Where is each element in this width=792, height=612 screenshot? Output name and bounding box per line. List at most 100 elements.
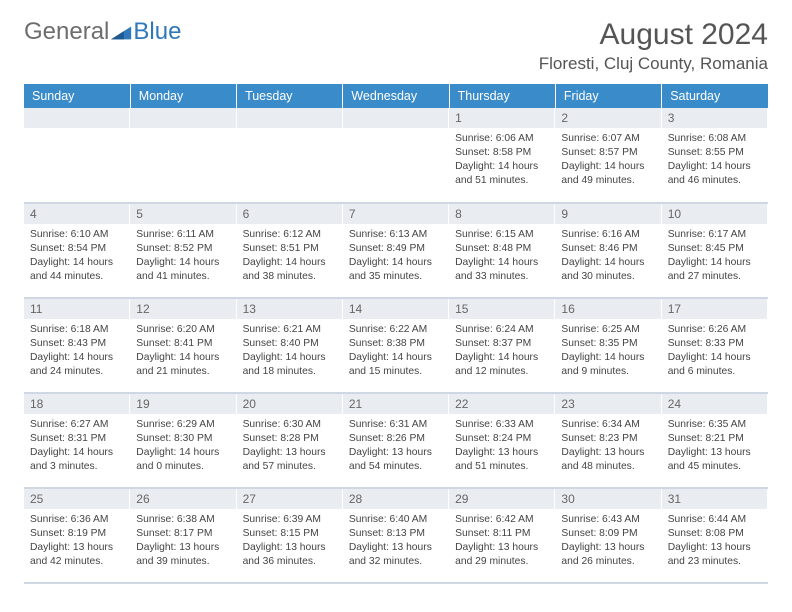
cell-body: Sunrise: 6:20 AMSunset: 8:41 PMDaylight:… — [130, 319, 236, 385]
day-number: 7 — [343, 204, 449, 224]
calendar-row: 4Sunrise: 6:10 AMSunset: 8:54 PMDaylight… — [24, 203, 768, 298]
weekday-header: Saturday — [662, 84, 768, 108]
sunrise-text: Sunrise: 6:27 AM — [30, 418, 124, 432]
calendar-cell: 22Sunrise: 6:33 AMSunset: 8:24 PMDayligh… — [449, 393, 555, 488]
calendar-cell: 15Sunrise: 6:24 AMSunset: 8:37 PMDayligh… — [449, 298, 555, 393]
sunset-text: Sunset: 8:35 PM — [561, 337, 655, 351]
sunset-text: Sunset: 8:11 PM — [455, 527, 549, 541]
calendar-row: 18Sunrise: 6:27 AMSunset: 8:31 PMDayligh… — [24, 393, 768, 488]
daylight-text: Daylight: 13 hours and 23 minutes. — [668, 541, 762, 569]
cell-body: Sunrise: 6:10 AMSunset: 8:54 PMDaylight:… — [24, 224, 130, 290]
sunrise-text: Sunrise: 6:10 AM — [30, 228, 124, 242]
cell-body: Sunrise: 6:29 AMSunset: 8:30 PMDaylight:… — [130, 414, 236, 480]
cell-body: Sunrise: 6:21 AMSunset: 8:40 PMDaylight:… — [237, 319, 343, 385]
daylight-text: Daylight: 13 hours and 45 minutes. — [668, 446, 762, 474]
daylight-text: Daylight: 14 hours and 15 minutes. — [349, 351, 443, 379]
day-number: 10 — [662, 204, 768, 224]
calendar-cell: 7Sunrise: 6:13 AMSunset: 8:49 PMDaylight… — [343, 203, 449, 298]
daylight-text: Daylight: 14 hours and 6 minutes. — [668, 351, 762, 379]
day-number: 13 — [237, 299, 343, 319]
day-number: 27 — [237, 489, 343, 509]
calendar-cell: 30Sunrise: 6:43 AMSunset: 8:09 PMDayligh… — [555, 488, 661, 583]
day-number — [237, 108, 343, 128]
calendar-cell: 9Sunrise: 6:16 AMSunset: 8:46 PMDaylight… — [555, 203, 661, 298]
day-number: 23 — [555, 394, 661, 414]
daylight-text: Daylight: 13 hours and 48 minutes. — [561, 446, 655, 474]
calendar-cell: 20Sunrise: 6:30 AMSunset: 8:28 PMDayligh… — [237, 393, 343, 488]
cell-body: Sunrise: 6:34 AMSunset: 8:23 PMDaylight:… — [555, 414, 661, 480]
sunset-text: Sunset: 8:33 PM — [668, 337, 762, 351]
day-number: 24 — [662, 394, 768, 414]
day-number: 25 — [24, 489, 130, 509]
cell-body: Sunrise: 6:40 AMSunset: 8:13 PMDaylight:… — [343, 509, 449, 575]
calendar-cell: 13Sunrise: 6:21 AMSunset: 8:40 PMDayligh… — [237, 298, 343, 393]
cell-body: Sunrise: 6:06 AMSunset: 8:58 PMDaylight:… — [449, 128, 555, 194]
daylight-text: Daylight: 13 hours and 32 minutes. — [349, 541, 443, 569]
sunrise-text: Sunrise: 6:06 AM — [455, 132, 549, 146]
sunset-text: Sunset: 8:13 PM — [349, 527, 443, 541]
day-number: 31 — [662, 489, 768, 509]
daylight-text: Daylight: 14 hours and 12 minutes. — [455, 351, 549, 379]
sunrise-text: Sunrise: 6:33 AM — [455, 418, 549, 432]
calendar-body: 1Sunrise: 6:06 AMSunset: 8:58 PMDaylight… — [24, 108, 768, 583]
sunset-text: Sunset: 8:37 PM — [455, 337, 549, 351]
sunrise-text: Sunrise: 6:21 AM — [243, 323, 337, 337]
sunset-text: Sunset: 8:23 PM — [561, 432, 655, 446]
page-header: General Blue August 2024 Floresti, Cluj … — [24, 18, 768, 74]
day-number: 8 — [449, 204, 555, 224]
calendar-cell: 26Sunrise: 6:38 AMSunset: 8:17 PMDayligh… — [130, 488, 236, 583]
sunset-text: Sunset: 8:30 PM — [136, 432, 230, 446]
calendar-cell: 11Sunrise: 6:18 AMSunset: 8:43 PMDayligh… — [24, 298, 130, 393]
sunrise-text: Sunrise: 6:43 AM — [561, 513, 655, 527]
sunset-text: Sunset: 8:58 PM — [455, 146, 549, 160]
sunrise-text: Sunrise: 6:18 AM — [30, 323, 124, 337]
month-title: August 2024 — [539, 18, 768, 52]
calendar-row: 11Sunrise: 6:18 AMSunset: 8:43 PMDayligh… — [24, 298, 768, 393]
sunrise-text: Sunrise: 6:15 AM — [455, 228, 549, 242]
cell-body: Sunrise: 6:24 AMSunset: 8:37 PMDaylight:… — [449, 319, 555, 385]
daylight-text: Daylight: 13 hours and 54 minutes. — [349, 446, 443, 474]
daylight-text: Daylight: 14 hours and 35 minutes. — [349, 256, 443, 284]
sunset-text: Sunset: 8:55 PM — [668, 146, 762, 160]
weekday-header: Sunday — [24, 84, 130, 108]
sunrise-text: Sunrise: 6:13 AM — [349, 228, 443, 242]
daylight-text: Daylight: 13 hours and 39 minutes. — [136, 541, 230, 569]
weekday-header: Friday — [555, 84, 661, 108]
sunrise-text: Sunrise: 6:26 AM — [668, 323, 762, 337]
day-number: 3 — [662, 108, 768, 128]
daylight-text: Daylight: 14 hours and 38 minutes. — [243, 256, 337, 284]
calendar-cell: 28Sunrise: 6:40 AMSunset: 8:13 PMDayligh… — [343, 488, 449, 583]
cell-body: Sunrise: 6:11 AMSunset: 8:52 PMDaylight:… — [130, 224, 236, 290]
day-number: 19 — [130, 394, 236, 414]
day-number: 28 — [343, 489, 449, 509]
calendar-cell: 2Sunrise: 6:07 AMSunset: 8:57 PMDaylight… — [555, 108, 661, 203]
sunrise-text: Sunrise: 6:24 AM — [455, 323, 549, 337]
calendar-cell: 10Sunrise: 6:17 AMSunset: 8:45 PMDayligh… — [662, 203, 768, 298]
weekday-header: Monday — [130, 84, 236, 108]
day-number: 15 — [449, 299, 555, 319]
calendar-cell: 19Sunrise: 6:29 AMSunset: 8:30 PMDayligh… — [130, 393, 236, 488]
cell-body: Sunrise: 6:18 AMSunset: 8:43 PMDaylight:… — [24, 319, 130, 385]
sunrise-text: Sunrise: 6:40 AM — [349, 513, 443, 527]
cell-body: Sunrise: 6:12 AMSunset: 8:51 PMDaylight:… — [237, 224, 343, 290]
sunrise-text: Sunrise: 6:11 AM — [136, 228, 230, 242]
sunrise-text: Sunrise: 6:38 AM — [136, 513, 230, 527]
sunrise-text: Sunrise: 6:42 AM — [455, 513, 549, 527]
sunrise-text: Sunrise: 6:31 AM — [349, 418, 443, 432]
day-number: 18 — [24, 394, 130, 414]
cell-body: Sunrise: 6:35 AMSunset: 8:21 PMDaylight:… — [662, 414, 768, 480]
day-number: 26 — [130, 489, 236, 509]
calendar-cell: 18Sunrise: 6:27 AMSunset: 8:31 PMDayligh… — [24, 393, 130, 488]
calendar-cell — [24, 108, 130, 203]
day-number — [24, 108, 130, 128]
sunrise-text: Sunrise: 6:12 AM — [243, 228, 337, 242]
day-number: 16 — [555, 299, 661, 319]
calendar-cell: 29Sunrise: 6:42 AMSunset: 8:11 PMDayligh… — [449, 488, 555, 583]
day-number: 20 — [237, 394, 343, 414]
calendar-cell — [237, 108, 343, 203]
weekday-header: Tuesday — [237, 84, 343, 108]
daylight-text: Daylight: 14 hours and 51 minutes. — [455, 160, 549, 188]
cell-body: Sunrise: 6:33 AMSunset: 8:24 PMDaylight:… — [449, 414, 555, 480]
sunset-text: Sunset: 8:19 PM — [30, 527, 124, 541]
day-number: 22 — [449, 394, 555, 414]
